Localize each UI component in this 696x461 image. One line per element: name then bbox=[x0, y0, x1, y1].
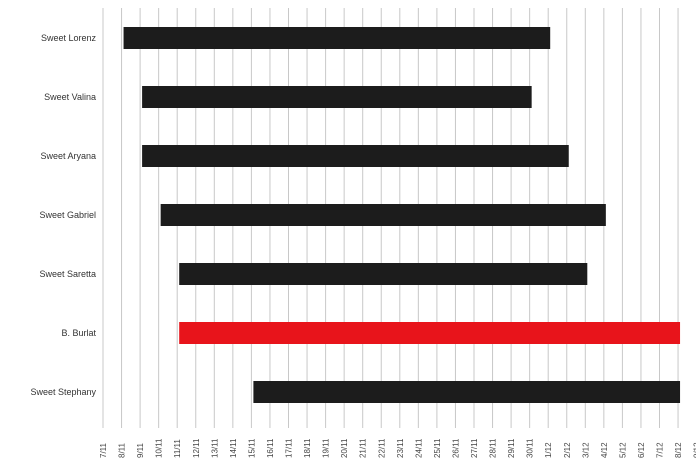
x-tick-label: 15/11 bbox=[247, 438, 256, 458]
x-tick-label: 17/11 bbox=[285, 438, 294, 458]
x-tick-label: 3/12 bbox=[581, 442, 590, 458]
x-tick-label: 7/12 bbox=[656, 442, 665, 458]
x-tick-label: 14/11 bbox=[229, 438, 238, 458]
bar-sweet-lorenz bbox=[123, 27, 551, 49]
x-tick-label: 9/12 bbox=[693, 442, 696, 458]
bars bbox=[123, 27, 681, 403]
x-tick-label: 13/11 bbox=[210, 438, 219, 458]
category-label: Sweet Gabriel bbox=[39, 210, 96, 220]
x-tick-label: 9/11 bbox=[136, 442, 145, 458]
x-tick-label: 19/11 bbox=[322, 438, 331, 458]
bar-sweet-stephany bbox=[253, 381, 681, 403]
x-tick-label: 5/12 bbox=[618, 442, 627, 458]
x-tick-label: 24/11 bbox=[414, 438, 423, 458]
x-tick-label: 26/11 bbox=[451, 438, 460, 458]
category-label: Sweet Lorenz bbox=[41, 33, 97, 43]
x-tick-label: 21/11 bbox=[359, 438, 368, 458]
x-tick-label: 25/11 bbox=[433, 438, 442, 458]
x-tick-label: 30/11 bbox=[526, 438, 535, 458]
x-tick-label: 8/12 bbox=[674, 442, 683, 458]
x-tick-label: 10/11 bbox=[155, 438, 164, 458]
x-tick-label: 11/11 bbox=[173, 439, 182, 458]
x-tick-label: 23/11 bbox=[396, 438, 405, 458]
x-tick-label: 6/12 bbox=[637, 442, 646, 458]
category-label: Sweet Saretta bbox=[39, 269, 96, 279]
x-tick-label: 22/11 bbox=[377, 438, 386, 458]
x-tick-label: 16/11 bbox=[266, 438, 275, 458]
x-tick-label: 18/11 bbox=[303, 438, 312, 458]
x-tick-label: 7/11 bbox=[99, 442, 108, 458]
bar-b-burlat bbox=[179, 322, 681, 344]
category-labels: Sweet Lorenz Sweet Valina Sweet Aryana Swee… bbox=[30, 33, 96, 397]
bar-sweet-gabriel bbox=[160, 204, 606, 226]
category-label: Sweet Valina bbox=[44, 92, 96, 102]
x-tick-label: 1/12 bbox=[544, 442, 553, 458]
x-tick-label: 29/11 bbox=[507, 438, 516, 458]
x-tick-label: 4/12 bbox=[600, 442, 609, 458]
bar-sweet-saretta bbox=[179, 263, 588, 285]
bar-sweet-aryana bbox=[142, 145, 569, 167]
category-label: Sweet Stephany bbox=[30, 387, 96, 397]
x-tick-label: 2/12 bbox=[563, 442, 572, 458]
x-tick-label: 28/11 bbox=[489, 438, 498, 458]
x-tick-label: 20/11 bbox=[340, 438, 349, 458]
bar-sweet-valina bbox=[142, 86, 532, 108]
x-tick-label: 8/11 bbox=[118, 442, 127, 458]
category-label: Sweet Aryana bbox=[40, 151, 96, 161]
x-tick-label: 27/11 bbox=[470, 438, 479, 458]
x-tick-labels: 7/11 8/11 9/11 10/11 11/11 12/11 13/11 14/11 15/… bbox=[99, 438, 696, 458]
category-label: B. Burlat bbox=[61, 328, 96, 338]
x-tick-label: 12/11 bbox=[192, 438, 201, 458]
